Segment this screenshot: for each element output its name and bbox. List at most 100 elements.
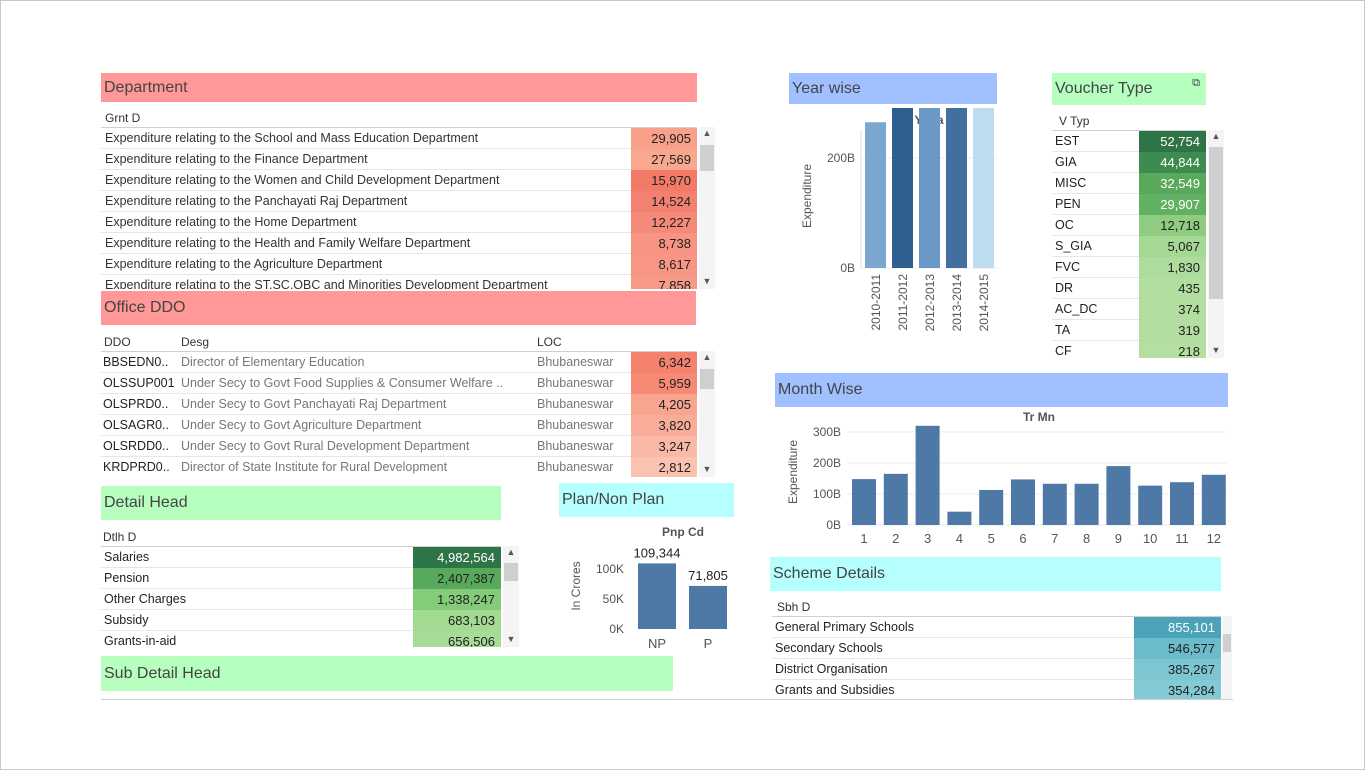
scroll-thumb[interactable] (1223, 634, 1231, 652)
table-row[interactable]: Subsidy 683,103 (101, 610, 501, 631)
table-row[interactable]: PEN 29,907 (1052, 194, 1206, 215)
scroll-up-icon[interactable]: ▲ (506, 547, 516, 557)
table-row[interactable]: OLSPRD0.. Under Secy to Govt Panchayati R… (101, 394, 697, 415)
bar[interactable] (689, 585, 727, 629)
bar[interactable] (892, 108, 913, 268)
office-scrollbar[interactable]: ▲ ▼ (699, 351, 715, 477)
table-row[interactable]: General Primary Schools 855,101 (772, 617, 1221, 638)
table-row[interactable]: OLSRDD0.. Under Secy to Govt Rural Develo… (101, 436, 697, 457)
scroll-down-icon[interactable]: ▼ (702, 276, 712, 286)
bar[interactable] (1170, 482, 1194, 525)
table-row[interactable]: MISC 32,549 (1052, 173, 1206, 194)
scheme-title: Scheme Details (773, 565, 886, 582)
designation: Under Secy to Govt Panchayati Raj Depart… (181, 397, 447, 411)
bar[interactable] (852, 479, 876, 525)
table-row[interactable]: AC_DC 374 (1052, 299, 1206, 320)
table-row[interactable]: District Organisation 385,267 (772, 659, 1221, 680)
year-header: Year wise (789, 73, 997, 104)
value-cell: 7,858 (631, 275, 697, 289)
bar[interactable] (865, 122, 886, 268)
table-row[interactable]: DR 435 (1052, 278, 1206, 299)
x-tick-label: 2014-2015 (977, 274, 991, 332)
designation: Director of Elementary Education (181, 355, 365, 369)
scroll-down-icon[interactable]: ▼ (702, 464, 712, 474)
bar[interactable] (947, 511, 972, 525)
table-row[interactable]: OLSAGR0.. Under Secy to Govt Agriculture … (101, 415, 697, 436)
row-label: TA (1055, 323, 1071, 337)
department-title: Department (104, 78, 188, 96)
table-row[interactable]: Expenditure relating to the Health and F… (101, 233, 697, 254)
location: Bhubaneswar (537, 460, 614, 474)
table-row[interactable]: EST 52,754 (1052, 131, 1206, 152)
voucher-table: EST 52,754 GIA 44,844 MISC 32,549 PEN 29,907 OC 1… (1052, 130, 1206, 358)
bar[interactable] (973, 108, 994, 268)
scroll-down-icon[interactable]: ▼ (1211, 345, 1221, 355)
scroll-thumb[interactable] (504, 563, 518, 581)
value-cell: 546,577 (1134, 638, 1221, 659)
table-row[interactable]: S_GIA 5,067 (1052, 236, 1206, 257)
value-cell: 656,506 (413, 631, 501, 647)
x-tick-label: 12 (1207, 531, 1221, 546)
scheme-column-header: Sbh D (777, 600, 811, 614)
bar[interactable] (638, 563, 676, 629)
detail-scrollbar[interactable]: ▲ ▼ (503, 546, 519, 647)
bar[interactable] (979, 489, 1004, 525)
row-label: FVC (1055, 260, 1080, 274)
table-row[interactable]: KRDPRD0.. Director of State Institute for… (101, 457, 697, 477)
table-row[interactable]: Expenditure relating to the Women and Ch… (101, 170, 697, 191)
bar[interactable] (1138, 485, 1163, 525)
table-row[interactable]: GIA 44,844 (1052, 152, 1206, 173)
bar[interactable] (1106, 466, 1131, 525)
scroll-up-icon[interactable]: ▲ (702, 352, 712, 362)
table-row[interactable]: FVC 1,830 (1052, 257, 1206, 278)
value-cell: 855,101 (1134, 617, 1221, 638)
bar[interactable] (883, 473, 908, 525)
x-tick-label: 2012-2013 (923, 274, 937, 332)
table-row[interactable]: Expenditure relating to the Finance Depa… (101, 149, 697, 170)
table-row[interactable]: OC 12,718 (1052, 215, 1206, 236)
bar[interactable] (946, 108, 967, 268)
bar[interactable] (915, 425, 940, 525)
scheme-scrollbar[interactable] (1222, 616, 1232, 699)
table-row[interactable]: Salaries 4,982,564 (101, 547, 501, 568)
table-row[interactable]: Expenditure relating to the School and M… (101, 128, 697, 149)
scroll-up-icon[interactable]: ▲ (1211, 131, 1221, 141)
bar[interactable] (1042, 483, 1067, 525)
table-row[interactable]: Other Charges 1,338,247 (101, 589, 501, 610)
location: Bhubaneswar (537, 439, 614, 453)
data-label: 71,805 (688, 568, 728, 583)
bar[interactable] (1074, 483, 1099, 525)
table-row[interactable]: Pension 2,407,387 (101, 568, 501, 589)
table-row[interactable]: Grants and Subsidies 354,284 (772, 680, 1221, 699)
table-row[interactable]: Expenditure relating to the Agriculture … (101, 254, 697, 275)
y-tick-label: 0B (840, 261, 855, 275)
table-row[interactable]: Expenditure relating to the Home Departm… (101, 212, 697, 233)
scroll-thumb[interactable] (700, 145, 714, 171)
x-tick-label: 10 (1143, 531, 1157, 546)
table-row[interactable]: Secondary Schools 546,577 (772, 638, 1221, 659)
ddo-code: OLSPRD0.. (103, 397, 169, 411)
popout-icon[interactable]: ⧉ (1192, 77, 1200, 89)
table-row[interactable]: CF 218 (1052, 341, 1206, 358)
table-row[interactable]: OLSSUP001 Under Secy to Govt Food Supplie… (101, 373, 697, 394)
value-cell: 27,569 (631, 149, 697, 170)
scroll-thumb[interactable] (700, 369, 714, 389)
bar[interactable] (919, 108, 940, 268)
department-name: Expenditure relating to the Health and F… (105, 236, 471, 250)
bar[interactable] (1201, 474, 1226, 525)
scroll-down-icon[interactable]: ▼ (506, 634, 516, 644)
scroll-thumb[interactable] (1209, 147, 1223, 299)
scroll-up-icon[interactable]: ▲ (702, 128, 712, 138)
table-row[interactable]: Grants-in-aid 656,506 (101, 631, 501, 647)
value-cell: 52,754 (1139, 131, 1206, 152)
value-cell: 1,830 (1139, 257, 1206, 278)
bar[interactable] (1011, 479, 1035, 525)
row-label: Subsidy (104, 613, 149, 627)
table-row[interactable]: Expenditure relating to the Panchayati R… (101, 191, 697, 212)
table-row[interactable]: Expenditure relating to the ST,SC,OBC an… (101, 275, 697, 289)
department-scrollbar[interactable]: ▲ ▼ (699, 127, 715, 289)
table-row[interactable]: TA 319 (1052, 320, 1206, 341)
voucher-scrollbar[interactable]: ▲ ▼ (1208, 130, 1224, 358)
table-row[interactable]: BBSEDN0.. Director of Elementary Educatio… (101, 352, 697, 373)
